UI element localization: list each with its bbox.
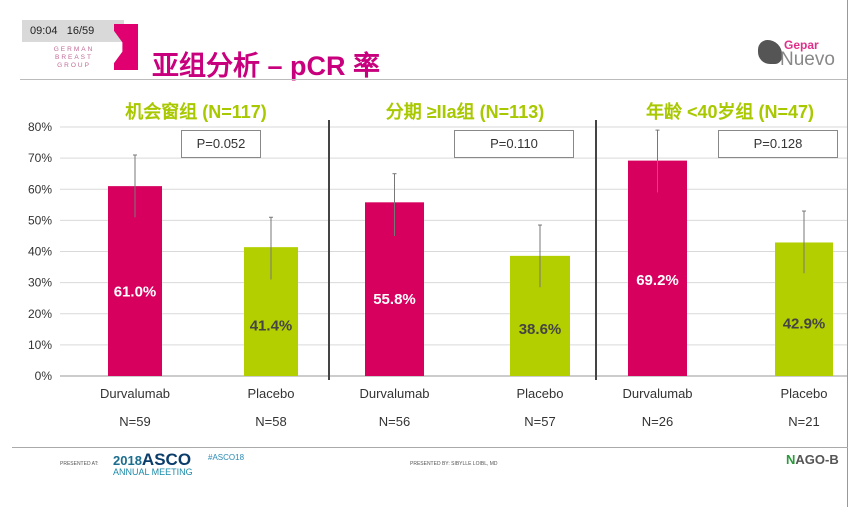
panel-3-p-value: P=0.128 xyxy=(718,130,838,158)
logo-line1: Gepar xyxy=(784,38,819,52)
x-category-label: Placebo xyxy=(247,386,295,401)
y-tick-label: 50% xyxy=(28,213,52,227)
n-label: N=58 xyxy=(255,414,287,429)
x-category-label: Placebo xyxy=(780,386,828,401)
n-label: N=26 xyxy=(641,414,674,429)
right-border xyxy=(847,0,848,507)
data-label: 69.2% xyxy=(636,272,679,289)
panel-1-title: 机会窗组 (N=117) xyxy=(125,102,267,122)
y-tick-label: 0% xyxy=(35,369,53,383)
ago-text: AGO-B xyxy=(795,452,839,467)
logo-line2: Nuevo xyxy=(780,49,835,70)
bar-durvalumab xyxy=(628,160,687,376)
slide-counter: 16/59 xyxy=(66,25,95,37)
presented-at: PRESENTED AT: xyxy=(60,461,99,467)
bar-durvalumab xyxy=(108,186,162,376)
panel-3-title: 年龄 <40岁组 (N=47) xyxy=(645,102,815,122)
asco-year: 2018 xyxy=(113,453,142,468)
x-category-label: Durvalumab xyxy=(99,386,171,401)
y-tick-label: 20% xyxy=(28,307,52,321)
hashtag: #ASCO18 xyxy=(208,453,245,462)
y-tick-label: 30% xyxy=(28,276,52,290)
y-tick-label: 10% xyxy=(28,338,52,352)
asco-meeting: ANNUAL MEETING xyxy=(113,467,193,477)
data-label: 42.9% xyxy=(783,316,826,333)
asco-name: ASCO xyxy=(141,450,192,469)
y-tick-label: 60% xyxy=(28,182,52,196)
panel-1-p-value: P=0.052 xyxy=(181,130,261,158)
geparnuevo-logo: Gepar Nuevo xyxy=(758,36,838,70)
x-category-label: Placebo xyxy=(516,386,564,401)
slide-title: 亚组分析 – pCR 率 xyxy=(152,51,381,81)
n-label: N=56 xyxy=(378,414,411,429)
presented-by: PRESENTED BY: SIBYLLE LOIBL, MD xyxy=(410,461,498,467)
y-tick-label: 70% xyxy=(28,151,52,165)
x-category-label: Durvalumab xyxy=(622,386,693,401)
gbg-logo-text: GERMAN BREAST GROUP xyxy=(53,46,95,69)
ago-logo: NAGO-B xyxy=(786,452,839,467)
panel-2-p-value: P=0.110 xyxy=(454,130,574,158)
footer-rule xyxy=(12,447,848,448)
n-label: N=57 xyxy=(524,414,556,429)
data-label: 41.4% xyxy=(250,317,293,334)
y-tick-label: 40% xyxy=(28,245,52,259)
title-rule xyxy=(20,79,848,80)
status-bar: 09:04 16/59 xyxy=(22,20,124,42)
logo-figure-icon xyxy=(758,40,782,64)
data-label: 61.0% xyxy=(114,284,157,301)
n-label: N=21 xyxy=(788,414,820,429)
panel-2-title: 分期 ≥IIa组 (N=113) xyxy=(385,102,545,122)
y-tick-label: 80% xyxy=(28,120,52,134)
n-label: N=59 xyxy=(119,414,151,429)
time: 09:04 xyxy=(30,25,58,37)
asco-logo: 2018ASCO ANNUAL MEETING xyxy=(113,450,193,477)
data-label: 38.6% xyxy=(519,321,562,338)
ago-n-icon: N xyxy=(786,452,796,467)
data-label: 55.8% xyxy=(373,291,416,308)
x-category-label: Durvalumab xyxy=(359,386,430,401)
